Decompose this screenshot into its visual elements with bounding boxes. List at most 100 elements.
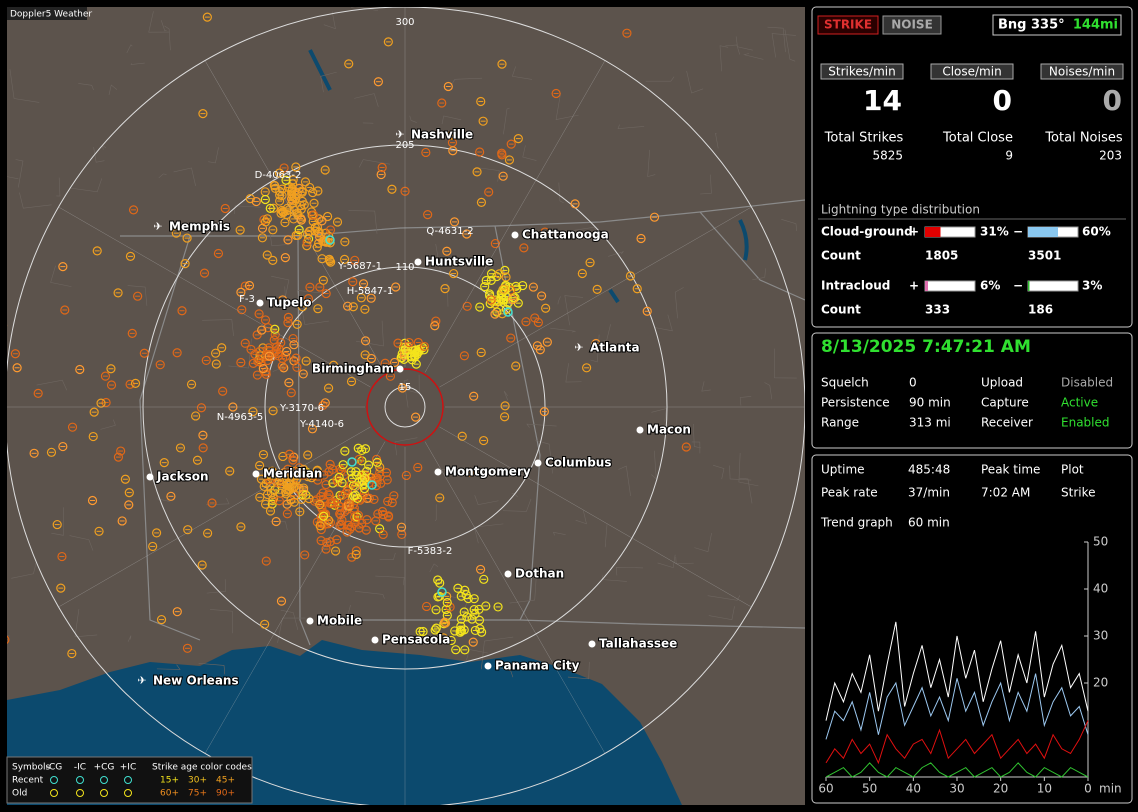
strike-symbol [316,501,326,512]
strike-symbol [315,499,325,510]
strike-symbol [203,528,213,538]
status-label: Uptime [821,463,865,477]
strike-symbol [348,277,358,287]
strike-symbol [274,476,285,486]
strike-symbol [344,59,354,69]
strike-symbol [506,139,516,149]
strike-symbol [445,602,455,612]
strike-symbol [337,478,347,488]
strike-symbol [288,455,298,465]
strike-symbol [435,578,445,588]
strike-symbol [412,347,422,357]
strike-symbol [337,490,348,500]
strike-symbol [296,200,306,211]
datetime: 8/13/2025 7:47:21 AM [821,337,1031,357]
strike-symbol [259,215,269,225]
strike-symbol [265,506,276,516]
airport-icon: ✈ [137,674,146,687]
strike-symbol [397,383,408,393]
strike-symbol [281,175,291,185]
strike-symbol [511,361,521,371]
county-line [93,146,105,163]
strike-symbol [321,544,331,554]
strike-symbol [294,463,304,473]
strike-symbol [67,648,77,659]
strike-symbol [494,269,504,279]
strike-symbol [288,175,298,185]
y-tick-label: 40 [1093,582,1108,596]
strike-symbol [510,293,520,303]
strike-symbol [479,574,489,584]
percent: 31% [980,225,1009,239]
strike-symbol [275,196,285,206]
strike-symbol [625,271,636,281]
rate-header-label: Noises/min [1049,65,1115,79]
strike-symbol [518,280,528,291]
strike-symbol [307,424,318,434]
strike-symbol [284,378,294,388]
strike-symbol [257,233,268,243]
range-ring-label: 205 [395,140,414,151]
storm-label: D-4063-2 [255,170,302,181]
county-line [302,312,329,325]
strike-symbol [309,198,319,208]
county-line [686,70,704,94]
bearing-box [992,14,1122,36]
county-line [126,44,133,54]
strike-symbol [217,343,227,353]
strike-symbol [371,516,381,526]
strike-symbol [283,312,293,322]
strike-symbol [300,550,310,560]
city-label: Tallahassee [599,637,677,651]
x-tick-label: 0 [1084,782,1092,796]
county-line [700,174,712,195]
strike-symbol [263,323,273,333]
strike-symbol [681,442,691,452]
county-line [375,575,405,586]
strike-symbol [348,302,358,312]
county-line [50,265,72,287]
strike-symbol [387,184,397,194]
strike-symbol [310,222,320,232]
county-line [691,441,701,454]
setting-label: Receiver [981,416,1033,430]
strike-symbol [127,328,137,338]
strike-symbol [324,489,334,499]
sign: − [1013,225,1023,239]
county-line [441,115,462,125]
strike-button[interactable] [817,15,879,35]
map [7,7,805,805]
county-line [355,591,385,599]
strike-symbol [258,364,268,374]
county-line [127,285,148,306]
strike-symbol [264,351,274,361]
strike-symbol [256,357,266,368]
legend-symbol [76,789,84,797]
storm-label: F-3 [239,294,255,305]
noise-button[interactable] [882,15,942,35]
strike-recent [437,587,447,597]
strike-symbol [476,347,486,358]
county-line [608,251,625,257]
county-line [503,107,510,135]
strike-symbol [292,319,302,329]
strike-symbol [255,492,265,502]
radial-line [439,426,752,608]
strike-symbol [272,342,282,352]
setting-value: Active [1061,396,1098,410]
strike-symbol [260,499,271,509]
county-line [715,132,719,149]
legend-age: 15+ [160,776,179,786]
strike-symbol [360,304,370,314]
strike-symbol [166,491,176,501]
type-name: Cloud-ground [821,225,913,239]
strike-symbol [340,506,350,517]
strike-symbol [180,258,190,269]
strike-symbol [171,228,181,238]
county-line [764,382,773,400]
strike-symbol [642,306,652,316]
legend-symbol [100,776,108,784]
county-line [51,507,64,536]
count: 333 [925,303,950,317]
strike-symbol [313,186,323,196]
